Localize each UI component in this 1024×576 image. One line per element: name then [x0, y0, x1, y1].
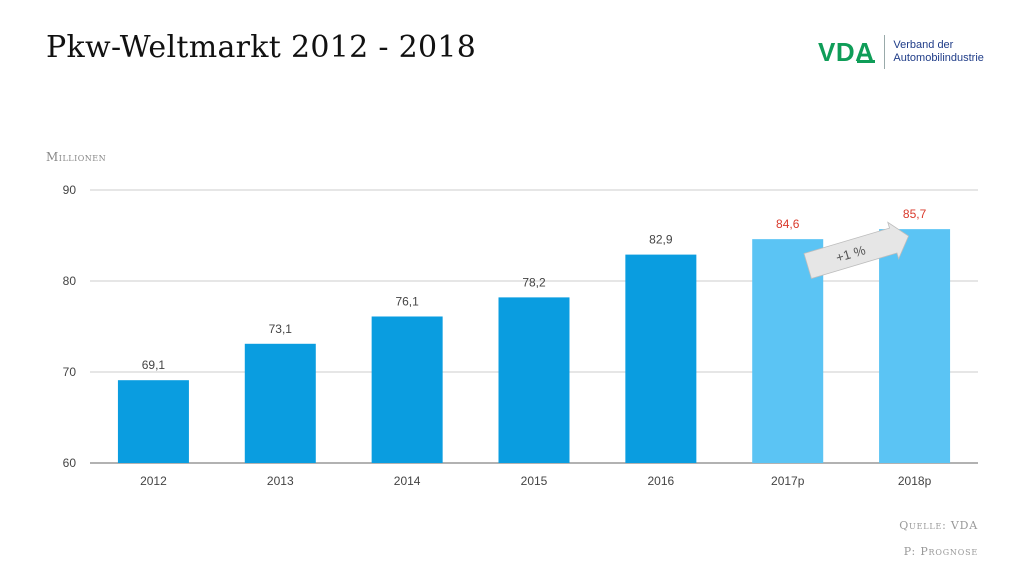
y-axis-unit-label: Millionen: [46, 150, 107, 164]
x-tick-label: 2016: [648, 474, 675, 488]
bar: [879, 229, 951, 463]
y-tick-label: 90: [63, 183, 77, 197]
data-label: 78,2: [522, 275, 546, 289]
vda-logo: VDA Verband der Automobilindustrie: [818, 34, 984, 70]
bar: [371, 316, 443, 463]
page-title: Pkw-Weltmarkt 2012 - 2018: [46, 30, 477, 65]
x-tick-label: 2014: [394, 474, 421, 488]
bar: [498, 297, 570, 463]
growth-arrow: +1 %: [803, 221, 910, 279]
bar: [117, 380, 189, 463]
source-note: Quelle: VDA: [899, 519, 978, 532]
logo-mark: VDA: [818, 36, 875, 67]
y-tick-label: 60: [63, 456, 77, 470]
forecast-note: P: Prognose: [903, 545, 978, 558]
y-tick-label: 80: [63, 274, 77, 288]
x-tick-label: 2012: [140, 474, 167, 488]
bar: [625, 254, 697, 463]
logo-divider: [884, 35, 886, 69]
growth-arrow-shape: [803, 221, 910, 279]
data-label: 76,1: [395, 294, 419, 308]
data-label: 73,1: [269, 322, 293, 336]
data-label: 69,1: [142, 358, 166, 372]
y-tick-label: 70: [63, 365, 77, 379]
data-label: 82,9: [649, 233, 673, 247]
logo-line-1: Verband der: [893, 39, 954, 51]
x-tick-label: 2015: [521, 474, 548, 488]
data-label: 85,7: [903, 207, 927, 221]
x-tick-label: 2017p: [771, 474, 805, 488]
data-label: 84,6: [776, 217, 800, 231]
bar: [244, 343, 316, 463]
x-tick-label: 2013: [267, 474, 294, 488]
logo-line-2: Automobilindustrie: [893, 52, 984, 64]
logo-text: Verband der Automobilindustrie: [893, 39, 984, 65]
x-tick-label: 2018p: [898, 474, 932, 488]
